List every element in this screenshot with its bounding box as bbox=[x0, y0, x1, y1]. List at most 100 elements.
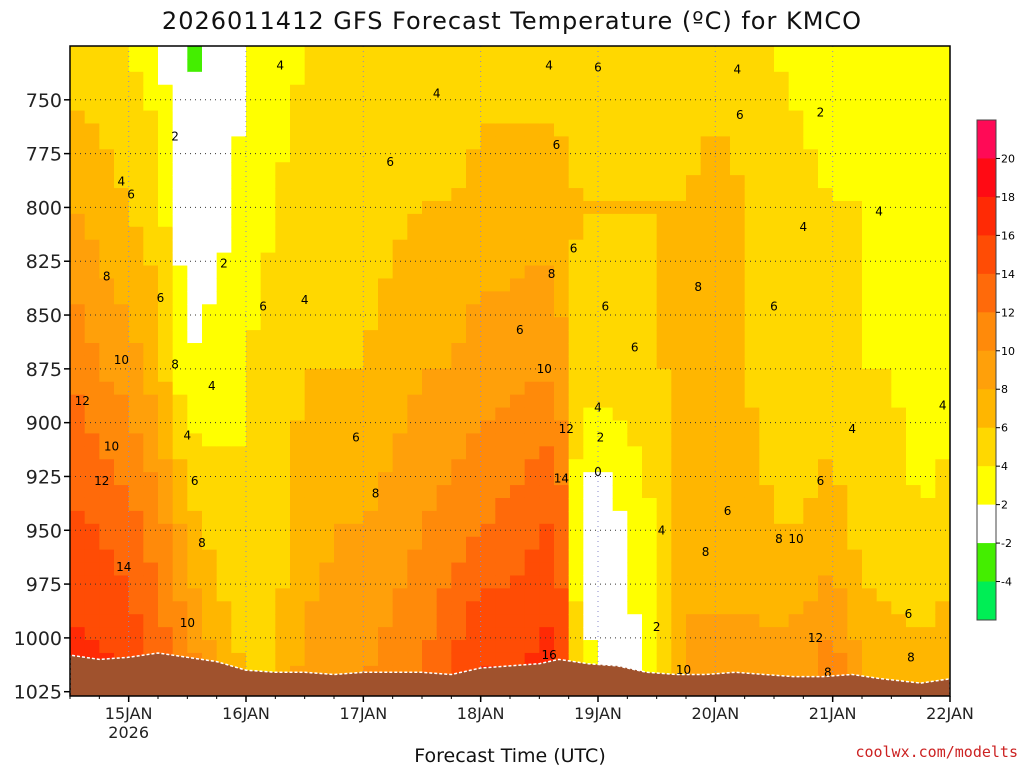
temperature-cell bbox=[466, 640, 482, 654]
temperature-cell bbox=[70, 601, 86, 615]
temperature-cell bbox=[70, 549, 86, 564]
temperature-cell bbox=[260, 459, 276, 473]
temperature-cell bbox=[774, 200, 790, 215]
temperature-cell bbox=[700, 265, 716, 280]
temperature-cell bbox=[466, 472, 482, 486]
temperature-cell bbox=[378, 175, 394, 189]
temperature-cell bbox=[216, 472, 232, 486]
temperature-cell bbox=[774, 291, 790, 305]
temperature-cell bbox=[510, 459, 526, 473]
temperature-cell bbox=[524, 575, 540, 589]
temperature-cell bbox=[774, 433, 790, 447]
temperature-cell bbox=[436, 394, 452, 409]
temperature-cell bbox=[275, 355, 291, 370]
temperature-cell bbox=[700, 84, 716, 99]
temperature-cell bbox=[84, 446, 100, 460]
temperature-cell bbox=[246, 549, 262, 564]
temperature-cell bbox=[906, 523, 922, 538]
temperature-cell bbox=[187, 355, 203, 370]
temperature-cell bbox=[788, 485, 804, 499]
temperature-cell bbox=[759, 536, 775, 551]
contour-label: 6 bbox=[157, 291, 165, 305]
temperature-cell bbox=[832, 123, 848, 137]
temperature-cell bbox=[612, 71, 628, 86]
temperature-cell bbox=[70, 472, 86, 486]
temperature-cell bbox=[656, 549, 672, 564]
temperature-cell bbox=[451, 562, 467, 577]
temperature-cell bbox=[480, 472, 496, 486]
temperature-cell bbox=[436, 330, 452, 344]
temperature-cell bbox=[202, 58, 218, 73]
temperature-cell bbox=[510, 265, 526, 280]
temperature-cell bbox=[480, 433, 496, 447]
temperature-cell bbox=[187, 317, 203, 331]
temperature-cell bbox=[363, 588, 379, 602]
temperature-cell bbox=[407, 84, 423, 99]
temperature-cell bbox=[876, 446, 892, 460]
temperature-cell bbox=[759, 420, 775, 435]
temperature-cell bbox=[114, 58, 130, 73]
temperature-cell bbox=[656, 252, 672, 267]
temperature-cell bbox=[392, 123, 408, 137]
temperature-cell bbox=[715, 136, 731, 150]
temperature-cell bbox=[231, 459, 247, 473]
temperature-cell bbox=[363, 291, 379, 305]
temperature-cell bbox=[480, 46, 496, 60]
temperature-cell bbox=[187, 58, 203, 73]
temperature-cell bbox=[495, 510, 511, 525]
temperature-cell bbox=[466, 136, 482, 150]
temperature-cell bbox=[290, 472, 306, 486]
temperature-cell bbox=[158, 614, 174, 628]
temperature-cell bbox=[480, 485, 496, 499]
temperature-cell bbox=[715, 497, 731, 512]
temperature-cell bbox=[378, 381, 394, 396]
temperature-cell bbox=[436, 84, 452, 99]
temperature-cell bbox=[348, 485, 364, 499]
temperature-cell bbox=[231, 601, 247, 615]
temperature-cell bbox=[935, 175, 950, 189]
temperature-cell bbox=[891, 252, 907, 267]
temperature-cell bbox=[246, 459, 262, 473]
temperature-cell bbox=[99, 175, 115, 189]
temperature-cell bbox=[275, 446, 291, 460]
temperature-cell bbox=[143, 252, 159, 267]
temperature-cell bbox=[876, 136, 892, 150]
temperature-cell bbox=[891, 278, 907, 292]
temperature-cell bbox=[788, 343, 804, 357]
temperature-cell bbox=[744, 175, 760, 189]
temperature-cell bbox=[334, 433, 350, 447]
temperature-cell bbox=[510, 640, 526, 654]
temperature-cell bbox=[466, 278, 482, 292]
temperature-cell bbox=[128, 278, 144, 292]
temperature-cell bbox=[99, 291, 115, 305]
temperature-cell bbox=[216, 343, 232, 357]
temperature-cell bbox=[99, 110, 115, 125]
temperature-cell bbox=[216, 200, 232, 215]
temperature-cell bbox=[730, 575, 746, 589]
temperature-cell bbox=[216, 46, 232, 60]
temperature-cell bbox=[466, 123, 482, 137]
temperature-cell bbox=[348, 304, 364, 318]
temperature-cell bbox=[554, 472, 570, 486]
temperature-cell bbox=[466, 536, 482, 551]
temperature-cell bbox=[803, 433, 819, 447]
temperature-cell bbox=[524, 407, 540, 422]
temperature-cell bbox=[642, 588, 658, 602]
temperature-cell bbox=[348, 110, 364, 125]
temperature-cell bbox=[114, 226, 130, 241]
temperature-cell bbox=[656, 84, 672, 99]
temperature-cell bbox=[759, 601, 775, 615]
temperature-cell bbox=[788, 510, 804, 525]
temperature-cell bbox=[788, 497, 804, 512]
temperature-cell bbox=[466, 265, 482, 280]
temperature-cell bbox=[348, 84, 364, 99]
temperature-cell bbox=[231, 355, 247, 370]
temperature-cell bbox=[466, 601, 482, 615]
temperature-cell bbox=[832, 71, 848, 86]
temperature-cell bbox=[187, 278, 203, 292]
temperature-cell bbox=[862, 330, 878, 344]
temperature-cell bbox=[392, 368, 408, 383]
temperature-cell bbox=[671, 355, 687, 370]
temperature-cell bbox=[378, 213, 394, 228]
temperature-cell bbox=[290, 252, 306, 267]
